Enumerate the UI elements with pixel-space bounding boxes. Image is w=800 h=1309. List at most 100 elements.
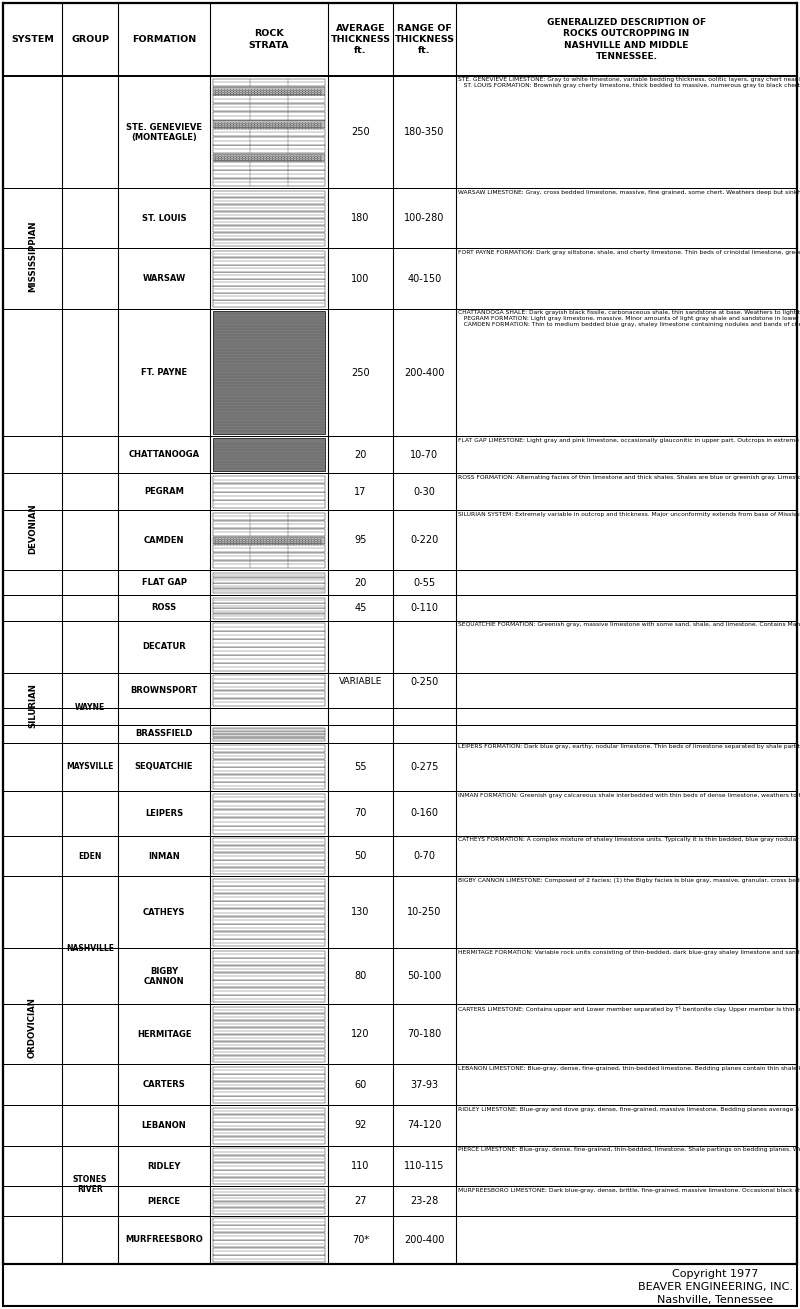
Text: HERMITAGE FORMATION: Variable rock units consisting of thin-bedded, dark blue-gr: HERMITAGE FORMATION: Variable rock units…: [458, 949, 800, 954]
Text: CARTERS LIMESTONE: Contains upper and Lower member separated by T¹ bentonite cla: CARTERS LIMESTONE: Contains upper and Lo…: [458, 1005, 800, 1012]
Text: 37-93: 37-93: [410, 1080, 438, 1089]
Bar: [213, 178, 325, 186]
Text: PIERCE: PIERCE: [147, 1196, 181, 1206]
Bar: [213, 868, 325, 874]
Bar: [213, 1162, 325, 1170]
Text: 92: 92: [354, 1121, 366, 1131]
Bar: [213, 537, 325, 545]
Text: ROCK
STRATA: ROCK STRATA: [249, 29, 290, 50]
Bar: [213, 162, 325, 170]
Bar: [213, 1233, 325, 1240]
Text: VARIABLE: VARIABLE: [339, 677, 382, 686]
Bar: [213, 145, 325, 153]
Bar: [213, 609, 325, 614]
Text: 74-120: 74-120: [407, 1121, 442, 1131]
Bar: [213, 783, 325, 789]
Text: 70-180: 70-180: [407, 1029, 442, 1039]
Bar: [213, 1148, 325, 1155]
Bar: [213, 120, 325, 128]
Text: ROSS: ROSS: [151, 603, 177, 613]
Bar: [213, 258, 325, 264]
Text: 250: 250: [351, 127, 370, 137]
Bar: [213, 300, 325, 306]
Text: 20: 20: [354, 577, 366, 588]
Bar: [213, 103, 325, 111]
Text: BROWNSPORT: BROWNSPORT: [130, 686, 198, 695]
Bar: [213, 1195, 325, 1202]
Bar: [213, 128, 325, 136]
Text: FORT PAYNE FORMATION: Dark gray siltstone, shale, and cherty limestone. Thin bed: FORT PAYNE FORMATION: Dark gray siltston…: [458, 250, 800, 255]
Text: Copyright 1977
BEAVER ENGINEERING, INC.
Nashville, Tennessee: Copyright 1977 BEAVER ENGINEERING, INC. …: [638, 1268, 793, 1305]
Text: 80: 80: [354, 971, 366, 982]
Bar: [213, 251, 325, 258]
Text: 130: 130: [351, 907, 370, 918]
Bar: [213, 1240, 325, 1247]
Bar: [213, 886, 325, 894]
Text: ST. LOUIS: ST. LOUIS: [142, 213, 186, 223]
Bar: [213, 631, 325, 639]
Text: RANGE OF
THICKNESS
ft.: RANGE OF THICKNESS ft.: [394, 24, 454, 55]
Bar: [213, 86, 325, 94]
Bar: [213, 916, 325, 924]
Bar: [213, 79, 325, 86]
Bar: [213, 728, 325, 730]
Bar: [213, 732, 325, 734]
Bar: [213, 675, 325, 682]
Text: WARSAW: WARSAW: [142, 274, 186, 283]
Bar: [213, 153, 325, 161]
Text: 50-100: 50-100: [407, 971, 442, 982]
Text: 100: 100: [351, 274, 370, 284]
Bar: [213, 846, 325, 852]
Text: 200-400: 200-400: [404, 368, 445, 377]
Bar: [213, 198, 325, 204]
Bar: [213, 1021, 325, 1028]
Bar: [213, 767, 325, 775]
Bar: [213, 1225, 325, 1232]
Bar: [213, 293, 325, 300]
Text: STE. GENEVIEVE LIMESTONE: Gray to white limestone, variable bedding thickness, o: STE. GENEVIEVE LIMESTONE: Gray to white …: [458, 77, 800, 89]
Bar: [213, 219, 325, 225]
Text: NASHVILLE: NASHVILLE: [66, 944, 114, 953]
Text: RIDLEY: RIDLEY: [147, 1161, 181, 1170]
Text: 0-250: 0-250: [410, 677, 438, 687]
Text: FLAT GAP: FLAT GAP: [142, 579, 186, 588]
Text: 110: 110: [351, 1161, 370, 1172]
Bar: [213, 264, 325, 271]
Bar: [213, 818, 325, 826]
Text: CHATTANOOGA SHALE: Dark grayish black fissile, carbonaceous shale, thin sandston: CHATTANOOGA SHALE: Dark grayish black fi…: [458, 310, 800, 327]
Bar: [213, 908, 325, 916]
Text: GROUP: GROUP: [71, 35, 109, 45]
Bar: [213, 279, 325, 285]
Bar: [213, 656, 325, 662]
Bar: [213, 775, 325, 781]
Text: INMAN FORMATION: Greenish gray calcareous shale interbedded with thin beds of de: INMAN FORMATION: Greenish gray calcareou…: [458, 793, 800, 797]
Bar: [213, 738, 325, 741]
Bar: [213, 623, 325, 631]
Bar: [213, 683, 325, 690]
Text: 180: 180: [351, 213, 370, 224]
Bar: [213, 647, 325, 654]
Bar: [213, 439, 325, 471]
Text: 100-280: 100-280: [404, 213, 445, 224]
Text: 70: 70: [354, 809, 366, 818]
Bar: [213, 878, 325, 886]
Text: PIERCE LIMESTONE: Blue-gray, dense, fine-grained, thin-bedded, limestone. Shale : PIERCE LIMESTONE: Blue-gray, dense, fine…: [458, 1147, 800, 1152]
Bar: [213, 1007, 325, 1013]
Bar: [213, 1115, 325, 1122]
Bar: [213, 1042, 325, 1049]
Text: STE. GENEVIEVE
(MONTEAGLE): STE. GENEVIEVE (MONTEAGLE): [126, 123, 202, 141]
Bar: [213, 980, 325, 987]
Text: 0-110: 0-110: [410, 603, 438, 613]
Text: 50: 50: [354, 851, 366, 861]
Bar: [213, 988, 325, 995]
Text: SILURIAN SYSTEM: Extremely variable in outcrop and thickness. Major unconformity: SILURIAN SYSTEM: Extremely variable in o…: [458, 512, 800, 517]
Text: 70*: 70*: [352, 1234, 369, 1245]
Text: LEIPERS FORMATION: Dark blue gray, earthy, nodular limestone. Thin beds of limes: LEIPERS FORMATION: Dark blue gray, earth…: [458, 745, 800, 749]
Text: 60: 60: [354, 1080, 366, 1089]
Text: STONES
RIVER: STONES RIVER: [73, 1175, 107, 1194]
Bar: [213, 560, 325, 568]
Text: 40-150: 40-150: [407, 274, 442, 284]
Bar: [213, 1081, 325, 1088]
Text: DECATUR: DECATUR: [142, 643, 186, 652]
Bar: [213, 475, 325, 483]
